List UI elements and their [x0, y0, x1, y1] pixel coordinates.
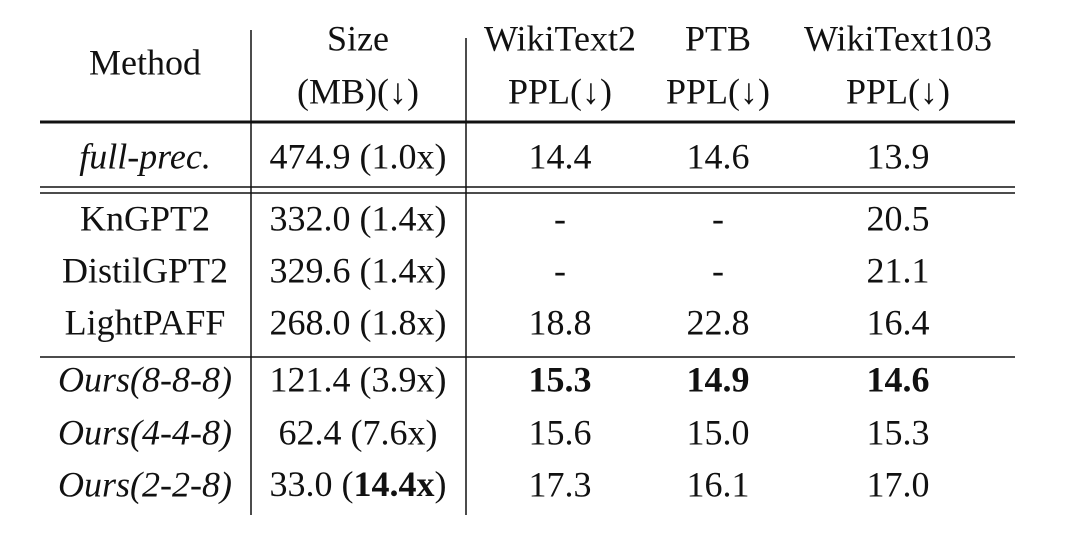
header-cell: PPL(↓) [846, 71, 950, 111]
table-row: Ours(8-8-8) 121.4 (3.9x) 15.3 14.9 14.6 [58, 359, 929, 399]
cell: 16.4 [867, 302, 930, 342]
cell: - [554, 250, 566, 290]
cell: 329.6 (1.4x) [270, 250, 447, 290]
table-row: LightPAFF 268.0 (1.8x) 18.8 22.8 16.4 [65, 302, 930, 342]
cell: 33.0 (14.4x) [270, 464, 447, 504]
cell: 21.1 [867, 250, 930, 290]
cell: 474.9 (1.0x) [270, 136, 447, 176]
cell: 14.6 [687, 136, 750, 176]
table-row: Ours(2-2-8) 33.0 (14.4x) 17.3 16.1 17.0 [58, 464, 929, 504]
header-cell: PPL(↓) [508, 71, 612, 111]
cell: 17.3 [529, 464, 592, 504]
header-cell: (MB)(↓) [297, 71, 419, 111]
cell: - [712, 250, 724, 290]
table-row: KnGPT2 332.0 (1.4x) - - 20.5 [80, 198, 930, 238]
method-cell: KnGPT2 [80, 198, 210, 238]
method-cell: full-prec. [79, 136, 211, 176]
header-cell: WikiText2 [484, 18, 636, 58]
method-cell: Ours(8-8-8) [58, 359, 232, 399]
method-cell: LightPAFF [65, 302, 226, 342]
cell: 15.6 [529, 412, 592, 452]
cell: 14.9 [687, 359, 750, 399]
cell: 121.4 (3.9x) [270, 359, 447, 399]
cell: 332.0 (1.4x) [270, 198, 447, 238]
header-cell: WikiText103 [804, 18, 992, 58]
cell: - [554, 198, 566, 238]
cell: 13.9 [867, 136, 930, 176]
cell: 14.4 [529, 136, 592, 176]
header-cell: PPL(↓) [666, 71, 770, 111]
cell-part: ) [435, 464, 447, 504]
cell: - [712, 198, 724, 238]
cell: 20.5 [867, 198, 930, 238]
cell: 15.3 [867, 412, 930, 452]
cell: 16.1 [687, 464, 750, 504]
cell: 14.6 [867, 359, 930, 399]
method-cell: Ours(4-4-8) [58, 412, 232, 452]
cell: 268.0 (1.8x) [270, 302, 447, 342]
table-row: DistilGPT2 329.6 (1.4x) - - 21.1 [62, 250, 930, 290]
cell-part: 33.0 ( [270, 464, 354, 504]
method-cell: Ours(2-2-8) [58, 464, 232, 504]
method-cell: DistilGPT2 [62, 250, 228, 290]
header-cell: PTB [685, 18, 751, 58]
table-row: Ours(4-4-8) 62.4 (7.6x) 15.6 15.0 15.3 [58, 412, 929, 452]
cell: 18.8 [529, 302, 592, 342]
table-row: full-prec. 474.9 (1.0x) 14.4 14.6 13.9 [79, 136, 929, 176]
cell: 17.0 [867, 464, 930, 504]
header-cell: Size [327, 18, 389, 58]
header-cell: Method [89, 42, 201, 82]
cell: 15.3 [529, 359, 592, 399]
cell: 62.4 (7.6x) [279, 412, 438, 452]
cell: 22.8 [687, 302, 750, 342]
cell-part: 14.4x [354, 464, 435, 504]
cell: 15.0 [687, 412, 750, 452]
